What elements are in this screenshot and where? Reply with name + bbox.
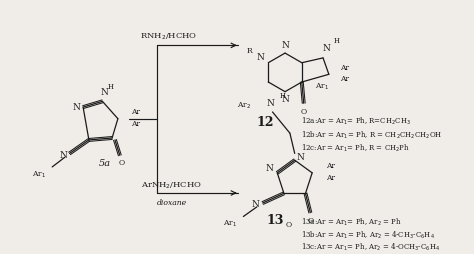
Text: N: N (281, 41, 289, 50)
Text: Ar: Ar (326, 174, 335, 182)
Text: Ar$_2$: Ar$_2$ (237, 101, 251, 112)
Text: Ar: Ar (131, 120, 140, 128)
Text: 13: 13 (267, 214, 284, 228)
Text: N: N (73, 103, 80, 112)
Text: H: H (334, 37, 339, 44)
Text: N: N (323, 44, 331, 53)
Text: 13c:Ar = Ar$_1$= Ph, Ar$_2$ = 4-OCH$_3$-C$_6$H$_4$: 13c:Ar = Ar$_1$= Ph, Ar$_2$ = 4-OCH$_3$-… (301, 242, 440, 253)
Text: N: N (256, 53, 264, 62)
Text: O: O (118, 159, 125, 167)
Text: 13b:Ar = Ar$_1$= Ph, Ar$_2$ = 4-CH$_3$-C$_6$H$_4$: 13b:Ar = Ar$_1$= Ph, Ar$_2$ = 4-CH$_3$-C… (301, 230, 436, 241)
Text: O: O (286, 221, 292, 229)
Text: Ar: Ar (131, 108, 140, 116)
Text: O: O (301, 108, 307, 116)
Text: 12: 12 (257, 116, 274, 129)
Text: O: O (307, 217, 313, 225)
Text: N: N (297, 153, 304, 162)
Text: 12a:Ar = Ar$_1$= Ph, R=CH$_2$CH$_3$: 12a:Ar = Ar$_1$= Ph, R=CH$_2$CH$_3$ (301, 116, 411, 127)
Text: Ar$_1$: Ar$_1$ (223, 219, 237, 229)
Text: R: R (246, 47, 252, 55)
Text: ArNH$_2$/HCHO: ArNH$_2$/HCHO (142, 180, 202, 190)
Text: dioxane: dioxane (157, 199, 187, 207)
Text: Ar: Ar (340, 64, 349, 72)
Text: 12b:Ar = Ar$_1$= Ph, R = CH$_2$CH$_2$CH$_2$OH: 12b:Ar = Ar$_1$= Ph, R = CH$_2$CH$_2$CH$… (301, 129, 443, 140)
Text: N: N (100, 88, 108, 97)
Text: N: N (60, 151, 68, 160)
Text: N: N (281, 95, 289, 104)
Text: 5a: 5a (98, 158, 110, 168)
Text: Ar: Ar (326, 162, 335, 170)
Text: N: N (265, 164, 273, 172)
Text: Ar: Ar (340, 75, 349, 83)
Text: H: H (108, 83, 114, 91)
Text: N: N (266, 99, 274, 108)
Text: 12c:Ar = Ar$_1$= Ph, R = CH$_2$Ph: 12c:Ar = Ar$_1$= Ph, R = CH$_2$Ph (301, 143, 410, 154)
Text: Ar$_1$: Ar$_1$ (315, 82, 329, 92)
Text: H: H (279, 91, 285, 100)
Text: RNH$_2$/HCHO: RNH$_2$/HCHO (140, 31, 198, 42)
Text: 13a:Ar = Ar$_1$= Ph, Ar$_2$ = Ph: 13a:Ar = Ar$_1$= Ph, Ar$_2$ = Ph (301, 217, 402, 228)
Text: Ar$_1$: Ar$_1$ (32, 169, 46, 180)
Text: N: N (252, 200, 260, 210)
